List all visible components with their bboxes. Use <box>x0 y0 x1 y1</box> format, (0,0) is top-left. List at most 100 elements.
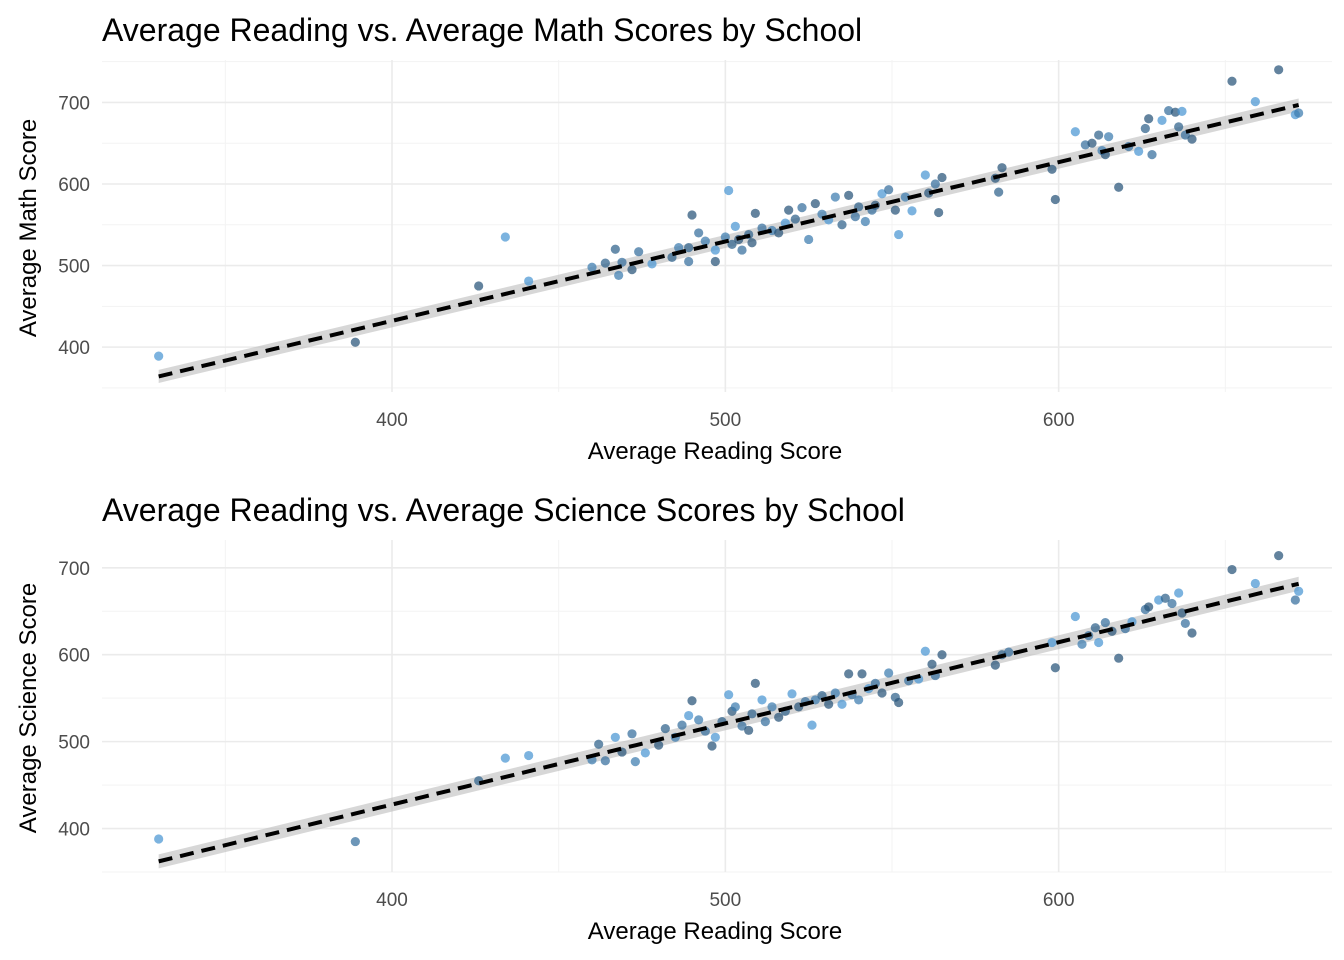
math-data-point-2 <box>474 281 484 291</box>
science-data-point-81 <box>1174 588 1184 598</box>
science-data-point-29 <box>747 709 757 719</box>
math-data-point-7 <box>610 244 620 254</box>
science-data-point-0 <box>154 834 164 844</box>
science-data-point-85 <box>1227 564 1237 575</box>
math-data-point-79 <box>1157 115 1167 125</box>
math-x-tick-label-400: 400 <box>376 410 408 431</box>
science-data-point-79 <box>1160 593 1170 603</box>
science-data-point-11 <box>630 757 640 767</box>
math-data-point-50 <box>877 189 887 199</box>
science-data-point-3 <box>500 753 510 763</box>
math-data-point-16 <box>684 256 694 267</box>
math-y-tick-label-400: 400 <box>58 338 90 359</box>
science-y-tick-label-400: 400 <box>58 820 90 841</box>
math-x-tick-label-600: 600 <box>1043 410 1075 431</box>
science-data-point-4 <box>524 750 534 761</box>
science-data-point-12 <box>640 748 650 758</box>
math-data-point-78 <box>1147 150 1157 160</box>
math-data-point-8 <box>614 270 624 280</box>
math-data-point-63 <box>997 163 1007 173</box>
math-data-point-30 <box>750 208 760 218</box>
math-chart-title: Average Reading vs. Average Math Scores … <box>102 12 862 48</box>
science-data-point-33 <box>767 702 777 712</box>
math-y-axis-title: Average Math Score <box>15 119 42 337</box>
math-data-point-12 <box>647 259 657 269</box>
math-data-point-23 <box>724 185 734 196</box>
math-data-point-44 <box>844 190 854 201</box>
science-data-point-44 <box>837 699 847 709</box>
science-data-point-73 <box>1114 653 1124 663</box>
science-data-point-28 <box>744 725 754 735</box>
science-data-point-7 <box>600 756 610 766</box>
science-data-point-65 <box>1050 663 1060 673</box>
math-data-point-59 <box>937 172 947 183</box>
science-data-point-52 <box>884 668 894 678</box>
science-x-tick-label-400: 400 <box>376 890 408 911</box>
science-chart-title: Average Reading vs. Average Science Scor… <box>102 492 905 528</box>
math-data-point-85 <box>1187 134 1197 144</box>
science-data-point-69 <box>1090 623 1100 633</box>
math-panel: Average Reading vs. Average Math Scores … <box>15 12 1332 465</box>
math-data-point-42 <box>830 192 840 202</box>
science-data-point-77 <box>1144 602 1154 612</box>
math-data-point-43 <box>837 220 847 230</box>
math-data-point-38 <box>804 234 814 245</box>
math-data-point-82 <box>1174 122 1184 132</box>
science-data-point-14 <box>660 723 670 734</box>
science-y-axis-title: Average Science Score <box>15 583 42 833</box>
math-data-point-20 <box>710 245 720 255</box>
science-data-point-48 <box>857 669 867 679</box>
math-data-point-65 <box>1050 194 1060 205</box>
math-data-point-14 <box>674 243 684 253</box>
math-data-point-25 <box>730 221 740 232</box>
math-data-point-18 <box>694 228 704 238</box>
math-data-point-0 <box>154 351 164 361</box>
math-data-point-10 <box>627 265 637 275</box>
math-data-point-66 <box>1070 127 1080 137</box>
math-data-point-35 <box>784 205 794 215</box>
science-panel: Average Reading vs. Average Science Scor… <box>15 492 1332 945</box>
science-data-point-39 <box>807 720 817 730</box>
math-y-tick-label-700: 700 <box>58 93 90 114</box>
science-data-point-16 <box>677 720 687 730</box>
math-data-point-11 <box>634 247 644 257</box>
science-data-point-58 <box>927 659 937 669</box>
science-plot-area: 400 500 600 400 500 600 700 <box>58 540 1332 911</box>
science-data-point-71 <box>1100 617 1110 628</box>
math-data-point-72 <box>1104 132 1114 142</box>
science-data-point-27 <box>737 721 747 731</box>
math-data-point-37 <box>797 203 807 213</box>
math-data-point-27 <box>737 245 747 255</box>
science-data-point-87 <box>1274 551 1284 561</box>
science-data-point-57 <box>920 646 930 656</box>
math-data-point-75 <box>1134 146 1144 156</box>
science-data-point-42 <box>824 699 834 709</box>
math-data-point-62 <box>994 187 1004 197</box>
math-data-point-17 <box>687 210 697 220</box>
math-data-point-5 <box>587 262 597 272</box>
science-data-point-83 <box>1180 618 1190 629</box>
math-data-point-64 <box>1047 164 1057 174</box>
math-data-point-55 <box>907 206 917 216</box>
science-data-point-89 <box>1294 586 1304 596</box>
science-data-point-84 <box>1187 628 1197 638</box>
math-data-point-29 <box>747 238 757 248</box>
science-data-point-82 <box>1177 608 1187 618</box>
math-data-point-36 <box>790 214 800 224</box>
math-plot-area: 400 500 600 400 500 600 700 <box>58 60 1332 431</box>
science-y-tick-label-600: 600 <box>58 646 90 667</box>
math-data-point-47 <box>860 216 870 227</box>
science-data-point-64 <box>1047 637 1057 648</box>
science-data-point-61 <box>990 660 1000 670</box>
science-x-tick-label-600: 600 <box>1043 890 1075 911</box>
math-data-point-53 <box>894 229 904 240</box>
math-data-point-21 <box>710 256 720 267</box>
math-data-point-90 <box>1294 108 1304 118</box>
science-data-point-21 <box>707 741 717 751</box>
math-data-point-4 <box>524 276 534 286</box>
science-data-point-67 <box>1077 639 1087 649</box>
science-data-point-66 <box>1070 611 1080 622</box>
science-data-point-10 <box>627 729 637 739</box>
science-data-point-51 <box>877 688 887 698</box>
